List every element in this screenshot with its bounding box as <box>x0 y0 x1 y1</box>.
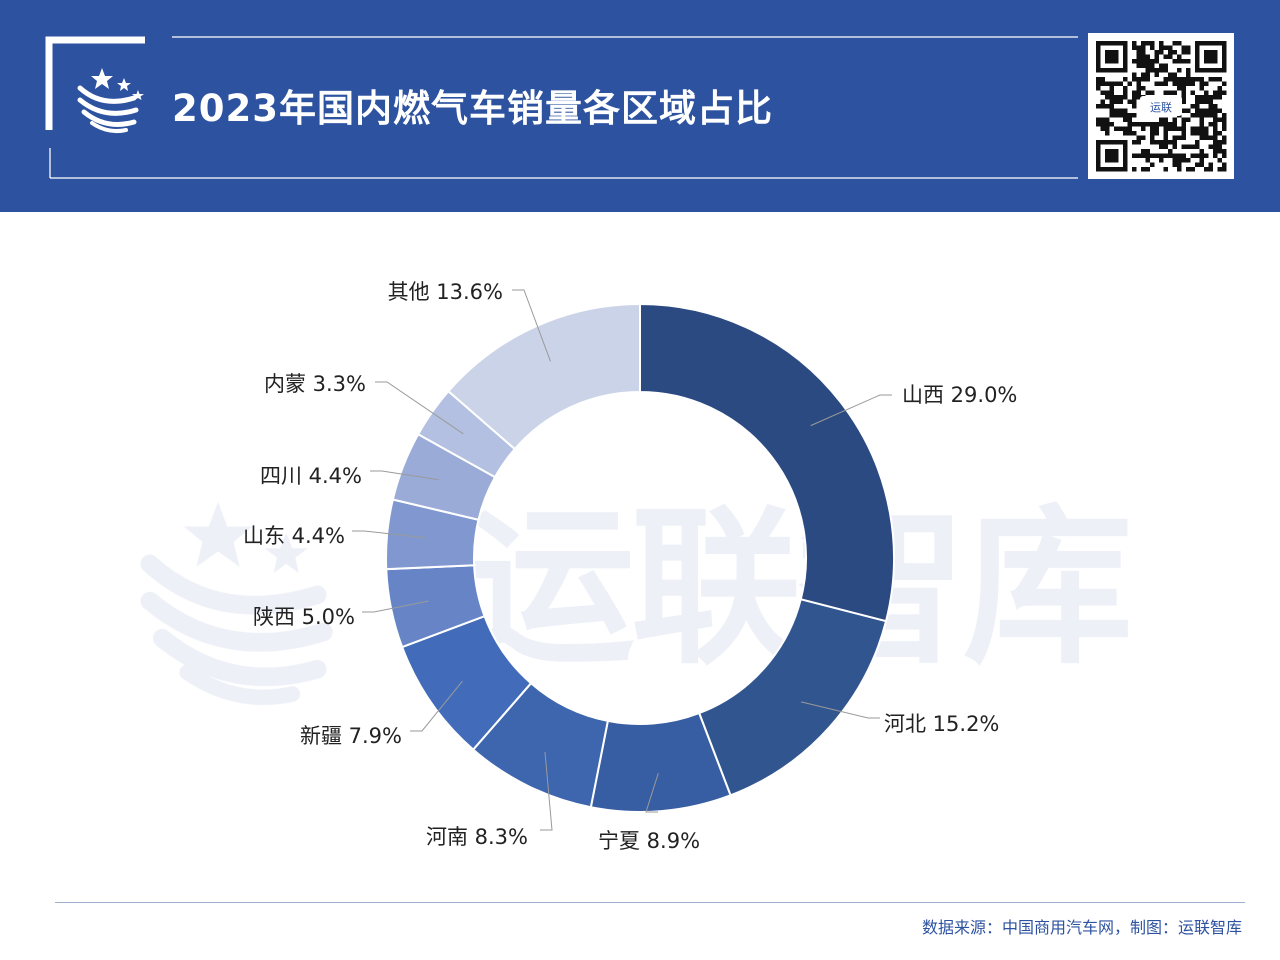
header-banner: 2023年国内燃气车销量各区域占比 运联 <box>0 0 1280 212</box>
qr-code: 运联 <box>1088 33 1234 179</box>
slice-label-3: 河南 8.3% <box>426 825 528 849</box>
slice-label-5: 陕西 5.0% <box>253 605 355 629</box>
title-frame <box>45 36 1078 179</box>
donut-chart <box>385 302 895 813</box>
leader-line-9 <box>512 289 551 362</box>
leader-line-4 <box>410 680 463 732</box>
slice-label-7: 四川 4.4% <box>260 464 362 488</box>
slice-label-2: 宁夏 8.9% <box>598 829 700 853</box>
slice-label-8: 内蒙 3.3% <box>264 372 366 396</box>
leader-line-6 <box>352 530 426 539</box>
leader-line-0 <box>810 394 892 427</box>
chart-area: 运联智库 山西 29.0% 河北 15.2% 宁夏 8.9% 河南 8.3% 新疆 7.… <box>140 280 1133 853</box>
slice-label-0: 山西 29.0% <box>902 383 1017 407</box>
slice-label-9: 其他 13.6% <box>388 280 503 304</box>
leader-line-8 <box>375 381 464 435</box>
source-note: 数据来源：中国商用汽车网，制图：运联智库 <box>921 918 1242 937</box>
watermark: 运联智库 <box>140 490 1133 706</box>
qr-code-icon: 运联 <box>1096 41 1227 172</box>
page-title: 2023年国内燃气车销量各区域占比 <box>172 87 773 130</box>
leader-line-5 <box>362 600 429 613</box>
donut-slice-9 <box>447 302 641 451</box>
slice-labels: 山西 29.0% 河北 15.2% 宁夏 8.9% 河南 8.3% 新疆 7.9% 陕西 … <box>243 280 1017 853</box>
leader-line-2 <box>645 773 659 813</box>
brand-logo-icon <box>77 68 144 134</box>
slice-label-6: 山东 4.4% <box>243 524 345 548</box>
leader-line-7 <box>370 470 439 481</box>
slice-label-4: 新疆 7.9% <box>300 724 402 748</box>
donut-slice-0 <box>639 302 895 623</box>
leader-line-3 <box>540 751 553 831</box>
qr-logo-text: 运联 <box>1150 101 1172 114</box>
leader-line-1 <box>801 701 880 719</box>
slice-label-1: 河北 15.2% <box>884 712 999 736</box>
footer-divider <box>55 902 1245 903</box>
